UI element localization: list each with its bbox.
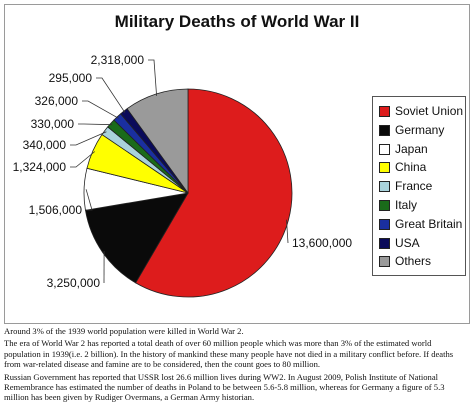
- legend-label: Italy: [395, 198, 418, 212]
- data-label-others: 2,318,000: [91, 53, 145, 67]
- data-label-soviet-union: 13,600,000: [292, 236, 352, 250]
- legend-swatch: [379, 181, 390, 193]
- legend-swatch: [379, 162, 390, 174]
- legend-label: USA: [395, 235, 420, 250]
- legend-swatch: [379, 143, 390, 155]
- legend-label: Great Britain: [395, 216, 463, 231]
- data-label-great-britain: 326,000: [35, 94, 79, 108]
- leader-line-soviet-union: [286, 219, 289, 244]
- leader-line-great-britain: [82, 100, 119, 119]
- pie-chart: 13,600,000 3,250,000 1,506,000 1,324,000 340…: [13, 53, 352, 298]
- leader-line-usa: [96, 77, 126, 113]
- legend-label: Others: [395, 254, 432, 269]
- legend-label: France: [395, 179, 433, 194]
- data-label-japan: 1,506,000: [29, 203, 83, 217]
- note-paragraph: Russian Government has reported that USS…: [4, 371, 445, 403]
- data-label-germany: 3,250,000: [47, 276, 101, 290]
- note-paragraph: The era of World War 2 has reported a to…: [4, 338, 454, 370]
- chart-legend: Soviet Union Germany Japan China France Italy…: [372, 96, 466, 276]
- leader-line-france: [70, 131, 107, 146]
- data-label-china: 1,324,000: [13, 160, 67, 174]
- leader-line-china: [70, 151, 96, 168]
- pie-slice-soviet-union: [135, 88, 293, 298]
- legend-swatch: [379, 256, 390, 268]
- leader-line-others: [148, 59, 157, 96]
- legend-label: Germany: [395, 122, 445, 137]
- data-label-france: 340,000: [23, 138, 67, 152]
- data-label-usa: 295,000: [49, 71, 93, 85]
- legend-swatch: [379, 106, 390, 117]
- legend-swatch: [379, 124, 390, 136]
- pie-slice-germany: [84, 192, 189, 284]
- leader-line-italy: [78, 123, 113, 126]
- legend-label: China: [395, 160, 427, 175]
- legend-label: Soviet Union: [395, 104, 464, 118]
- chart-title: Military Deaths of World War II: [114, 12, 360, 31]
- notes-text: Around 3% of the 1939 world population w…: [4, 326, 470, 405]
- legend-swatch: [379, 237, 390, 249]
- data-label-italy: 330,000: [31, 117, 75, 131]
- legend-swatch: [379, 200, 390, 211]
- note-line: Around 3% of the 1939 world population w…: [4, 326, 244, 336]
- legend-swatch: [379, 218, 390, 230]
- pie-slice-others: [126, 88, 189, 195]
- legend-label: Japan: [395, 141, 428, 156]
- leader-line-japan: [85, 189, 93, 211]
